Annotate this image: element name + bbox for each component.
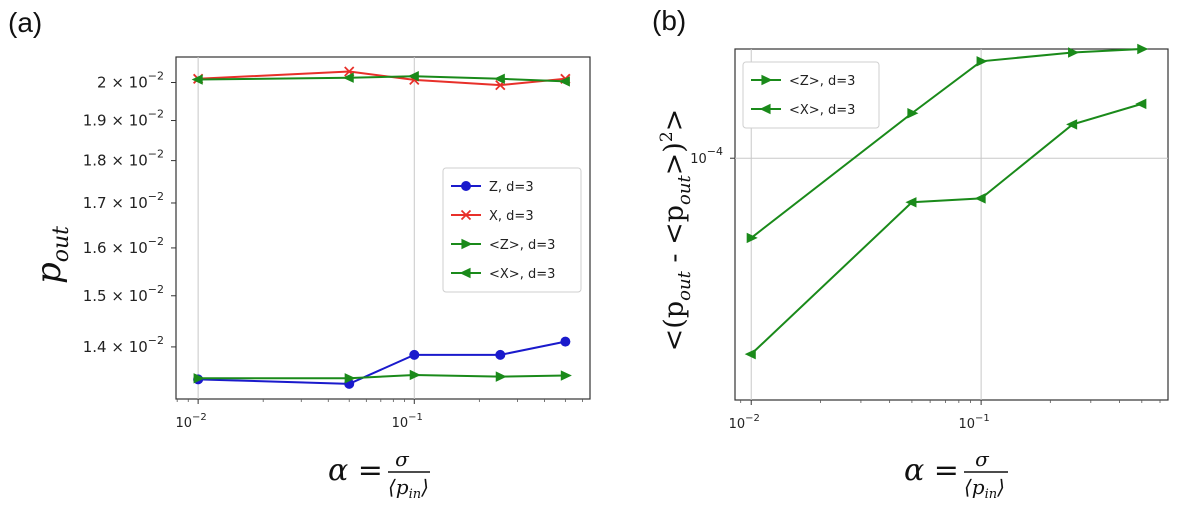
panel-b-series-0-point-4	[1137, 43, 1149, 55]
panel-a-series-2-point-0	[193, 373, 205, 384]
panel-b-series	[744, 43, 1149, 360]
panel-b-legend: <Z>, d=3 <X>, d=3	[742, 61, 880, 129]
panel-a-series-line-2	[198, 373, 566, 380]
panel-b-series-0-point-3	[1068, 47, 1080, 58]
panel-b-xlabel: α = σ ⟨pin⟩	[904, 447, 1008, 502]
panel-b-series-1-point-2	[974, 193, 986, 204]
panel-a-legend-label-2: <Z>, d=3	[489, 238, 555, 253]
panel-a-legend-marker-2	[461, 238, 473, 250]
panel-a-series-0-point-3	[495, 349, 506, 360]
panel-a-series-0-point-2	[409, 349, 420, 360]
panel-a-label: (a)	[8, 7, 42, 38]
panel-a: (a) 10−2 10−1 2 × 10−2 1.9 × 10−2 1.8 × 10−2…	[8, 7, 591, 502]
svg-text:σ: σ	[395, 447, 410, 471]
panel-b-xtick-label-0: 10−2	[729, 413, 760, 432]
panel-a-ytick-label-6: 1.4 × 10−2	[83, 334, 164, 356]
panel-b-plot-frame	[734, 48, 1169, 401]
panel-a-series-3-point-3	[493, 73, 505, 85]
panel-b-legend-label-1: <X>, d=3	[789, 103, 855, 118]
panel-a-ytick-label-5: 1.5 × 10−2	[83, 283, 164, 305]
panel-a-legend-label-1: X, d=3	[489, 209, 534, 224]
panel-b-ylabel: <(pout - <pout>)2>	[657, 109, 695, 352]
panel-b-xtick-label-1: 10−1	[958, 413, 989, 432]
panel-a-series	[191, 66, 572, 389]
panel-a-ytick-label-3: 1.7 × 10−2	[83, 190, 164, 212]
panel-a-ytick-label-2: 1.8 × 10−2	[83, 148, 164, 170]
panel-a-plot-frame	[175, 56, 591, 400]
panel-a-xtick-label-0: 10−2	[175, 412, 206, 431]
svg-text:⟨pin⟩: ⟨pin⟩	[964, 475, 1005, 502]
panel-b-series-1-point-3	[1066, 119, 1078, 130]
panel-b-series-0-point-0	[746, 232, 758, 244]
svg-text:α =: α =	[904, 453, 959, 488]
panel-a-xlabel: α = σ ⟨pin⟩	[328, 447, 430, 502]
panel-b-series-line-1	[750, 102, 1143, 355]
panel-a-series-2-point-2	[409, 369, 421, 381]
svg-text:α =: α =	[328, 453, 383, 488]
panel-b-legend-marker-0	[761, 74, 773, 86]
panel-a-legend-box	[442, 167, 582, 293]
panel-a-series-3-point-2	[407, 71, 419, 82]
panel-a-legend-label-0: Z, d=3	[489, 180, 534, 195]
panel-a-ylabel: pout	[29, 226, 74, 284]
panel-b-label: (b)	[652, 5, 686, 36]
panel-a-grid	[197, 57, 415, 399]
panel-a-series-3-point-0	[191, 74, 203, 85]
panel-a-legend-marker-0	[461, 181, 471, 191]
panel-a-legend: Z, d=3 X, d=3 <Z>, d=3 <X>, d=3	[442, 167, 582, 293]
panel-b-legend-marker-1	[759, 103, 771, 115]
panel-a-ytick-label-1: 1.9 × 10−2	[83, 108, 164, 130]
panel-a-series-2-point-4	[560, 370, 572, 381]
panel-a-ytick-label-4: 1.6 × 10−2	[83, 235, 164, 257]
panel-b-legend-label-0: <Z>, d=3	[789, 74, 855, 89]
svg-text:σ: σ	[975, 447, 990, 471]
panel-a-series-3-point-4	[558, 76, 570, 87]
panel-b-series-0-point-1	[907, 108, 919, 119]
panel-b: (b) 10−2 10−1 10−4 <Z>, d=3 <X>, d=3 <(pout…	[652, 5, 1169, 502]
panel-a-series-2-point-1	[344, 373, 356, 384]
panel-a-legend-marker-3	[459, 267, 471, 279]
panel-b-legend-box	[742, 61, 880, 129]
panel-a-series-2-point-3	[495, 371, 507, 382]
panel-a-series-0-point-4	[560, 336, 571, 347]
panel-a-legend-marker-1	[460, 209, 472, 221]
panel-b-series-1-point-0	[744, 348, 756, 360]
panel-a-ticks: 10−2 10−1 2 × 10−2 1.9 × 10−2 1.8 × 10−2 1.7 …	[83, 70, 583, 431]
panel-a-legend-label-3: <X>, d=3	[489, 267, 555, 282]
panel-b-ytick-label-0: 10−4	[690, 145, 723, 167]
svg-text:⟨pin⟩: ⟨pin⟩	[388, 475, 429, 502]
panel-b-series-0-point-2	[976, 56, 988, 67]
panel-b-series-1-point-1	[905, 197, 917, 208]
panel-a-series-3-point-1	[342, 72, 354, 83]
panel-a-xtick-label-1: 10−1	[392, 412, 423, 431]
panel-b-series-1-point-4	[1135, 98, 1147, 110]
panel-a-ytick-label-0: 2 × 10−2	[97, 70, 164, 92]
panel-b-ticks: 10−2 10−1 10−4	[690, 145, 1161, 432]
